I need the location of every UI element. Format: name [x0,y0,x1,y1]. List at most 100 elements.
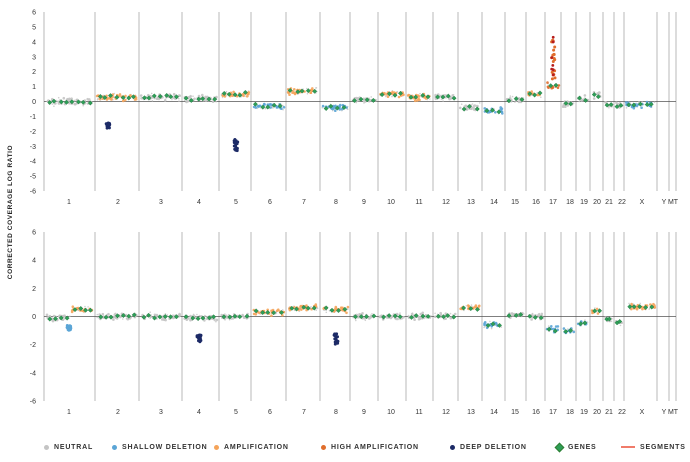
point-neutral [215,320,217,323]
point-shallow-deletion [258,104,261,108]
gene-marker [527,91,533,97]
point-amplification [652,302,655,306]
point-high-amplification [556,86,560,90]
gene-marker [221,314,227,320]
point-shallow-deletion [69,324,73,328]
gene-marker [420,92,426,98]
point-neutral [126,317,130,321]
point-deep-deletion [333,342,337,346]
gene-marker [183,95,189,101]
legend-marker [554,442,565,452]
point-neutral [96,313,99,316]
legend-marker [112,444,117,450]
point-neutral [315,87,318,89]
y-tick-label: -2 [30,129,36,136]
gene-marker [146,95,152,101]
legend-label: SEGMENTS [640,443,686,451]
chromosome-label: 15 [511,409,519,416]
point-neutral [171,98,173,101]
gene-marker [648,101,654,107]
point-amplification [298,307,301,311]
point-neutral [178,94,181,97]
point-neutral [615,101,618,105]
point-neutral [149,311,151,314]
gene-marker [195,316,201,322]
chromosome-label: 14 [490,409,498,416]
legend-label: SHALLOW DELETION [122,443,208,451]
point-amplification [467,307,470,310]
point-neutral [512,312,515,316]
point-neutral [540,96,542,98]
gene-marker [582,320,588,326]
gene-marker [168,94,174,100]
point-neutral [508,97,512,100]
gene-marker [72,307,78,313]
point-shallow-deletion [483,321,487,324]
point-neutral [610,320,613,323]
point-neutral [63,314,66,318]
point-amplification [391,90,394,94]
point-neutral [114,312,117,316]
point-amplification [478,304,481,308]
point-high-amplification [551,35,555,39]
gene-marker [527,313,533,319]
chromosome-label: 5 [234,409,238,416]
gene-marker [142,95,147,101]
point-amplification [246,92,250,96]
gene-marker [435,313,441,319]
point-high-amplification [546,81,549,84]
point-neutral [82,104,84,107]
point-neutral [449,312,452,315]
chromosome-label: 13 [467,409,475,416]
legend-label: AMPLIFICATION [224,443,289,451]
gene-marker [108,314,114,320]
point-amplification [413,99,417,103]
gene-marker [76,99,81,105]
point-shallow-deletion [276,105,279,109]
gene-marker [305,88,311,94]
gene-marker [200,315,206,321]
point-neutral [224,313,226,315]
point-high-amplification [550,70,554,74]
gene-marker [592,308,598,314]
chromosome-label: 19 [580,409,588,416]
point-amplification [286,91,290,94]
chromosome-label: 12 [442,199,450,206]
point-high-amplification [551,60,555,63]
point-neutral [434,93,437,97]
point-neutral [193,97,196,101]
point-shallow-deletion [640,106,643,109]
gene-marker [287,87,293,93]
point-deep-deletion [235,149,239,153]
point-neutral [164,313,167,315]
gene-marker [496,109,502,115]
gene-marker [334,105,340,111]
point-high-amplification [552,48,556,52]
gene-marker [260,104,266,110]
gene-marker [164,92,170,98]
chromosome-label: 2 [116,409,120,416]
gene-marker [312,88,318,94]
point-deep-deletion [234,141,237,145]
gene-marker [371,313,377,319]
point-shallow-deletion [494,111,497,114]
gene-marker [379,92,385,98]
point-neutral [361,312,364,315]
point-neutral [346,108,349,111]
gene-marker [631,304,637,310]
point-neutral [241,314,245,318]
point-amplification [123,98,127,102]
gene-marker [591,92,597,98]
point-deep-deletion [107,122,111,125]
point-neutral [52,314,56,318]
point-amplification [402,93,405,96]
gene-marker [513,312,519,318]
point-neutral [355,101,358,104]
chromosome-label: 9 [362,199,366,206]
gene-marker [583,97,589,103]
legend-marker [214,444,219,450]
point-neutral [96,316,98,319]
point-neutral [88,98,91,101]
point-deep-deletion [232,144,236,148]
